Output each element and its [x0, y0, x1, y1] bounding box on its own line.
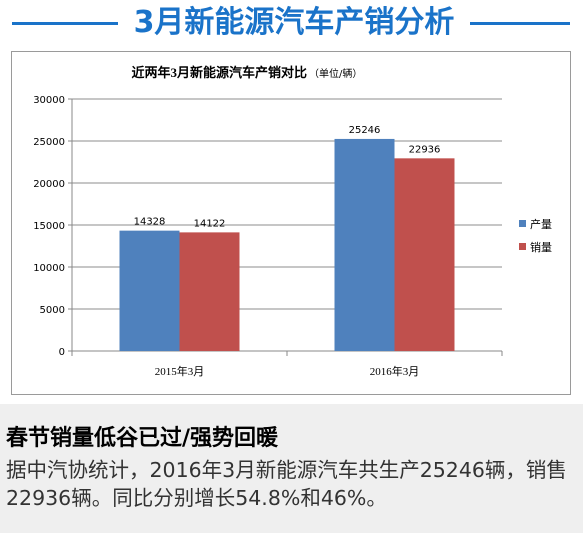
bar [394, 158, 455, 351]
data-label: 14122 [194, 218, 226, 229]
caption-heading: 春节销量低谷已过/强势回暖 [6, 426, 279, 451]
legend-swatch [519, 243, 526, 250]
y-tick-label: 5000 [40, 305, 65, 316]
y-tick-label: 15000 [33, 221, 65, 232]
chart-title: 近两年3月新能源汽车产销对比 [131, 65, 307, 80]
chart-panel: 近两年3月新能源汽车产销对比 （单位/辆） 0 5000 10000 15000 200… [11, 51, 571, 395]
caption-panel: 春节销量低谷已过/强势回暖 据中汽协统计，2016年3月新能源汽车共生产2524… [0, 404, 583, 533]
y-tick-label: 10000 [33, 263, 65, 274]
data-label: 25246 [349, 125, 381, 136]
y-tick-label: 0 [59, 347, 65, 358]
x-tick-label: 2016年3月 [370, 364, 420, 378]
bar [179, 232, 240, 351]
chart-title-unit: （单位/辆） [309, 67, 362, 80]
legend-swatch [519, 220, 526, 227]
bar-chart: 近两年3月新能源汽车产销对比 （单位/辆） 0 5000 10000 15000 200… [33, 65, 552, 378]
bar [334, 138, 395, 351]
page-title: 3月新能源汽车产销分析 [133, 5, 455, 40]
page-header: 3月新能源汽车产销分析 [0, 0, 583, 48]
header-rule-left [12, 22, 118, 25]
y-tick-label: 25000 [33, 137, 65, 148]
legend-label: 产量 [530, 217, 552, 231]
data-label: 14328 [134, 217, 166, 228]
header-rule-right [470, 22, 570, 25]
x-tick-label: 2015年3月 [155, 364, 205, 378]
y-tick-label: 30000 [33, 95, 65, 106]
caption-body: 据中汽协统计，2016年3月新能源汽车共生产25246辆，销售22936辆。同比… [6, 458, 567, 510]
data-label: 22936 [409, 144, 441, 155]
y-tick-label: 20000 [33, 179, 65, 190]
bar [119, 230, 180, 351]
legend-label: 销量 [530, 240, 552, 254]
